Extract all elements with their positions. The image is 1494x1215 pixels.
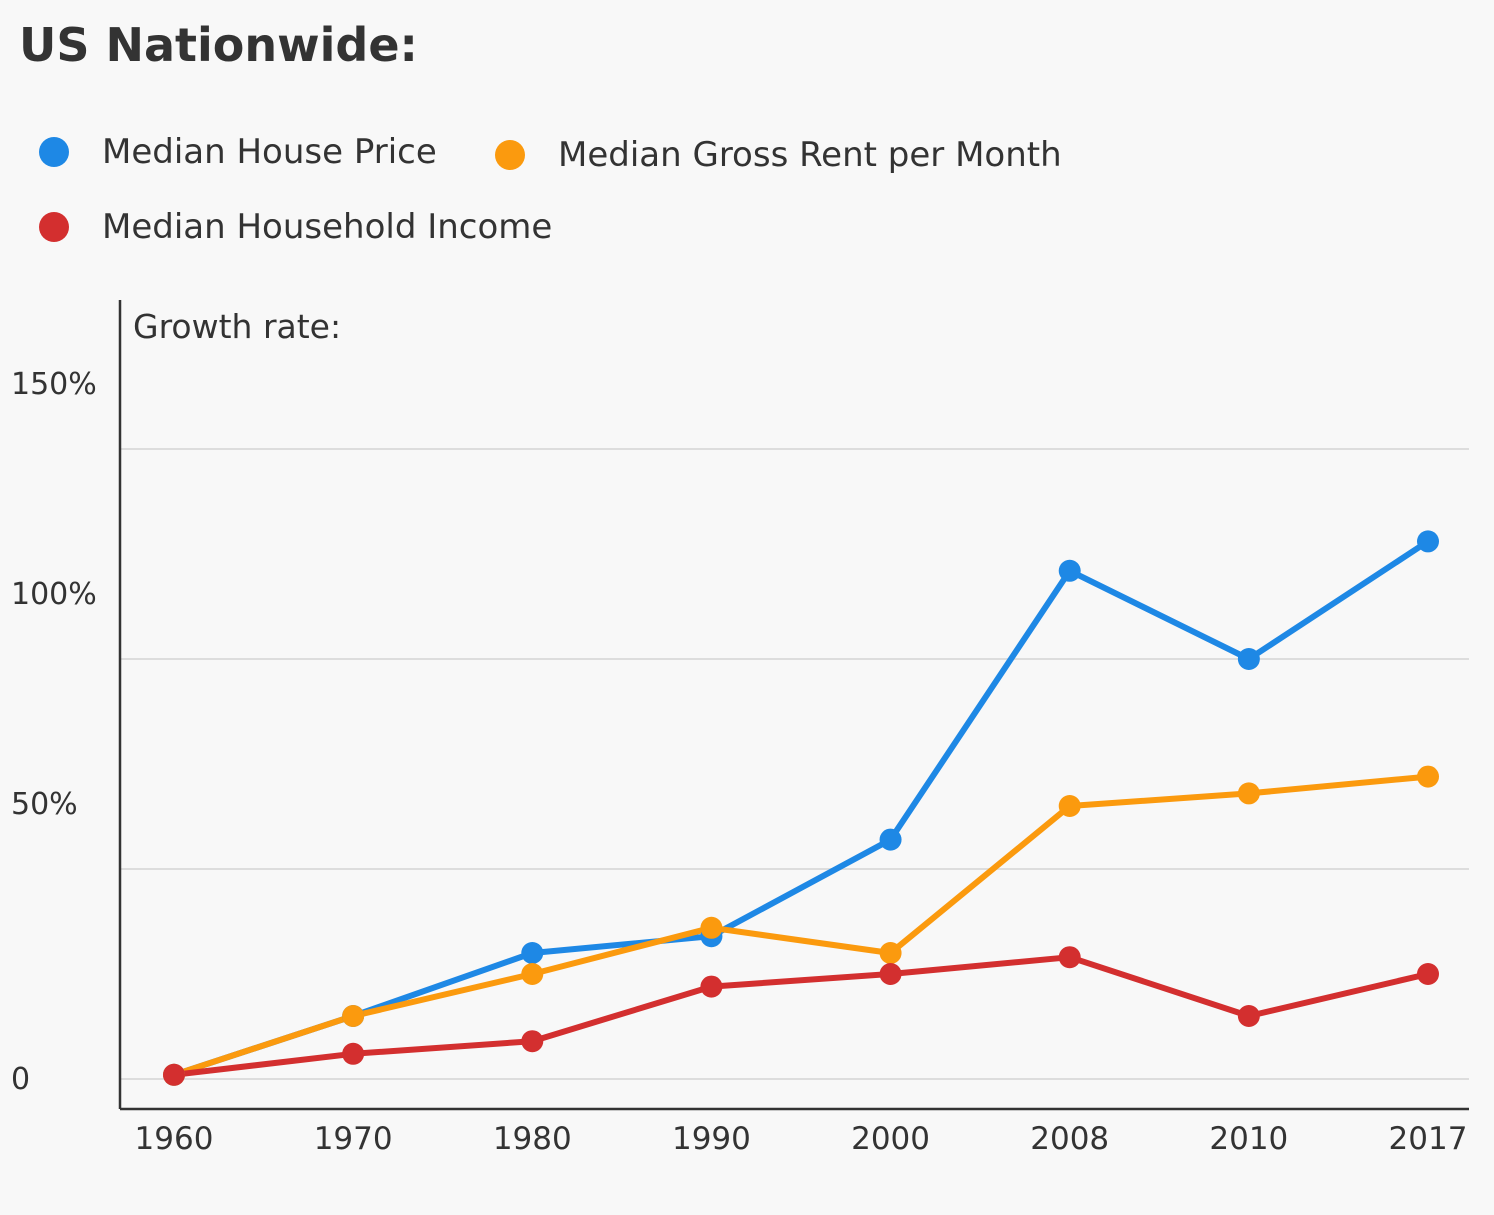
- data-point-2-6: [1237, 1005, 1260, 1027]
- x-tick-label: 1980: [493, 1121, 572, 1157]
- y-tick-label: 0: [11, 1062, 30, 1097]
- legend-item-house-price: Median House Price: [39, 132, 437, 172]
- y-axis-label: Growth rate:: [133, 307, 341, 346]
- x-tick-label: 1970: [314, 1121, 393, 1157]
- data-point-1-6: [1237, 782, 1260, 805]
- data-point-1-4: [879, 942, 902, 964]
- series-line-0: [171, 538, 1431, 1078]
- series-line-1: [171, 773, 1431, 1078]
- y-tick-label: 50%: [11, 787, 78, 822]
- x-tick-label: 1960: [135, 1121, 214, 1157]
- legend-label: Median Gross Rent per Month: [558, 135, 1062, 175]
- x-tick-label: 1990: [672, 1121, 751, 1157]
- y-tick-label: 100%: [11, 577, 97, 612]
- series-line-2: [171, 954, 1431, 1078]
- data-point-0-5: [1058, 559, 1081, 582]
- data-point-1-3: [700, 916, 723, 939]
- data-point-1-5: [1058, 795, 1081, 817]
- x-tick-label: 2017: [1389, 1121, 1468, 1157]
- x-tick-label: 2010: [1209, 1121, 1288, 1157]
- data-point-0-2: [521, 942, 544, 964]
- chart-title: US Nationwide:: [19, 18, 418, 72]
- legend-label: Median Household Income: [102, 207, 553, 247]
- x-tick-label: 2000: [851, 1121, 930, 1157]
- x-tick-label: 2008: [1030, 1121, 1109, 1157]
- legend-dot-icon: [39, 212, 69, 242]
- legend-dot-icon: [39, 137, 69, 167]
- data-point-0-7: [1417, 530, 1439, 553]
- legend-dot-icon: [495, 140, 525, 170]
- data-point-0-6: [1237, 648, 1260, 670]
- y-tick-label: 150%: [11, 367, 97, 402]
- data-point-0-4: [879, 828, 902, 851]
- data-point-1-7: [1417, 765, 1439, 788]
- legend-label: Median House Price: [102, 132, 437, 172]
- data-point-1-1: [342, 1005, 365, 1027]
- legend-item-household-income: Median Household Income: [39, 207, 552, 247]
- data-point-2-2: [521, 1030, 544, 1053]
- data-point-2-7: [1417, 963, 1439, 985]
- data-point-2-4: [879, 963, 902, 985]
- legend-item-gross-rent: Median Gross Rent per Month: [495, 135, 1062, 175]
- data-point-2-0: [163, 1063, 185, 1086]
- data-point-2-3: [700, 975, 723, 998]
- data-point-2-5: [1058, 946, 1081, 969]
- data-point-1-2: [521, 963, 544, 985]
- data-point-2-1: [342, 1042, 365, 1065]
